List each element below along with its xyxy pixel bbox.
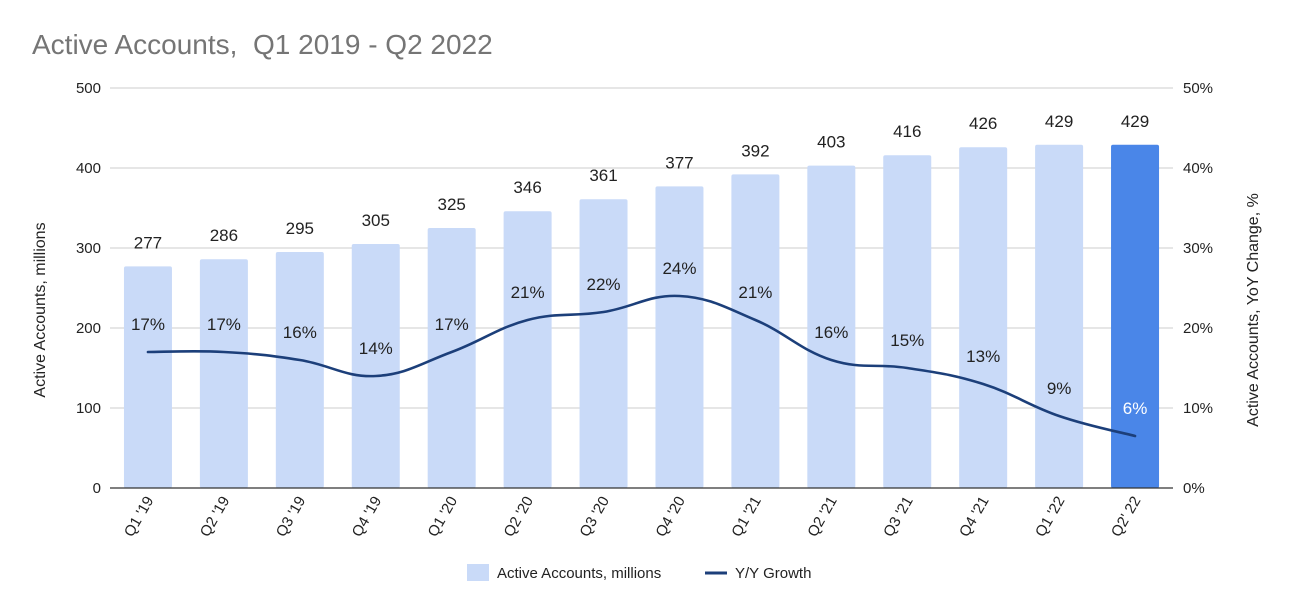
bar-value-label: 305 xyxy=(362,211,390,230)
x-axis-ticks: Q1 '19 Q2 '19 Q3 '19 Q4 '19 Q1 '20 Q2 '20 Q3 '… xyxy=(121,494,1145,540)
x-tick-label: Q1 '21 xyxy=(728,494,765,540)
growth-value-label: 13% xyxy=(966,347,1000,366)
growth-value-label: 9% xyxy=(1047,379,1072,398)
x-tick-label: Q2 '21 xyxy=(804,494,841,540)
bar-value-label: 277 xyxy=(134,233,162,252)
y-tick-label: 100 xyxy=(76,400,101,417)
left-axis-ticks: 0 100 200 300 400 500 xyxy=(76,80,101,497)
y-axis-title: Active Accounts, millions xyxy=(32,222,49,397)
growth-value-label: 24% xyxy=(662,259,696,278)
bar xyxy=(199,259,248,488)
x-tick-label: Q2 '19 xyxy=(197,494,234,540)
y2-axis-title: Active Accounts, YoY Change, % xyxy=(1245,193,1262,427)
y2-tick-label: 30% xyxy=(1183,240,1213,257)
y-tick-label: 0 xyxy=(93,480,101,497)
bar-value-label: 403 xyxy=(817,133,845,152)
growth-value-label: 22% xyxy=(587,275,621,294)
bar xyxy=(275,252,324,488)
legend: Active Accounts, millions Y/Y Growth xyxy=(467,564,811,582)
legend-label-line: Y/Y Growth xyxy=(735,565,811,582)
growth-value-label: 17% xyxy=(207,315,241,334)
growth-value-label: 17% xyxy=(435,315,469,334)
bar xyxy=(351,244,400,488)
y-tick-label: 300 xyxy=(76,240,101,257)
bar-value-label: 325 xyxy=(437,195,465,214)
bar-value-label: 416 xyxy=(893,122,921,141)
growth-line xyxy=(146,294,1137,438)
bar xyxy=(655,186,704,488)
x-tick-label: Q3 '20 xyxy=(576,494,613,540)
bar xyxy=(503,211,552,488)
bar xyxy=(1111,144,1160,489)
growth-value-label: 6% xyxy=(1123,399,1148,418)
x-tick-label: Q2' 22 xyxy=(1108,494,1145,540)
legend-swatch-bars xyxy=(467,564,489,581)
bar-value-label: 286 xyxy=(210,226,238,245)
chart-title: Active Accounts, Q1 2019 - Q2 2022 xyxy=(32,29,493,60)
x-tick-label: Q4 '19 xyxy=(349,494,386,540)
bar xyxy=(807,165,856,488)
x-tick-label: Q3 '21 xyxy=(880,494,917,540)
growth-value-label: 21% xyxy=(511,283,545,302)
x-tick-label: Q3 '19 xyxy=(273,494,310,540)
bar-value-label: 392 xyxy=(741,141,769,160)
bar-value-label: 426 xyxy=(969,114,997,133)
line-series xyxy=(146,294,1137,438)
growth-value-label: 21% xyxy=(738,283,772,302)
y2-tick-label: 40% xyxy=(1183,160,1213,177)
x-tick-label: Q1 '19 xyxy=(121,494,158,540)
bar xyxy=(959,147,1008,488)
line-value-labels: 17% 17% 16% 14% 17% 21% 22% 24% 21% 16% 15% 13% 9% 6% xyxy=(131,259,1147,418)
bar-value-label: 429 xyxy=(1121,112,1149,131)
bar-value-label: 346 xyxy=(513,178,541,197)
y2-tick-label: 0% xyxy=(1183,480,1205,497)
bar-value-label: 377 xyxy=(665,153,693,172)
y2-tick-label: 10% xyxy=(1183,400,1213,417)
growth-value-label: 16% xyxy=(283,323,317,342)
x-tick-label: Q4 '21 xyxy=(956,494,993,540)
bar xyxy=(579,199,628,488)
x-tick-label: Q4 '20 xyxy=(652,494,689,540)
bar-value-label: 429 xyxy=(1045,112,1073,131)
gridlines xyxy=(110,87,1173,409)
bar xyxy=(427,228,476,488)
bar xyxy=(1035,144,1084,489)
y2-tick-label: 20% xyxy=(1183,320,1213,337)
x-tick-label: Q1 '20 xyxy=(425,494,462,540)
x-tick-label: Q2 '20 xyxy=(500,494,537,540)
bar xyxy=(731,174,780,488)
y-tick-label: 500 xyxy=(76,80,101,97)
bar-series xyxy=(123,144,1160,489)
y2-tick-label: 50% xyxy=(1183,80,1213,97)
x-tick-label: Q1 '22 xyxy=(1032,494,1069,540)
bar-value-label: 295 xyxy=(286,219,314,238)
bar xyxy=(883,155,932,488)
legend-label-bars: Active Accounts, millions xyxy=(497,565,661,582)
right-axis-ticks: 0% 10% 20% 30% 40% 50% xyxy=(1183,80,1213,497)
bar-value-labels: 277 286 295 305 325 346 361 377 392 403 416 426 429 4… xyxy=(134,112,1149,253)
bar xyxy=(123,266,172,488)
growth-value-label: 15% xyxy=(890,331,924,350)
growth-value-label: 14% xyxy=(359,339,393,358)
growth-value-label: 17% xyxy=(131,315,165,334)
growth-value-label: 16% xyxy=(814,323,848,342)
y-tick-label: 200 xyxy=(76,320,101,337)
bar-value-label: 361 xyxy=(589,166,617,185)
y-tick-label: 400 xyxy=(76,160,101,177)
